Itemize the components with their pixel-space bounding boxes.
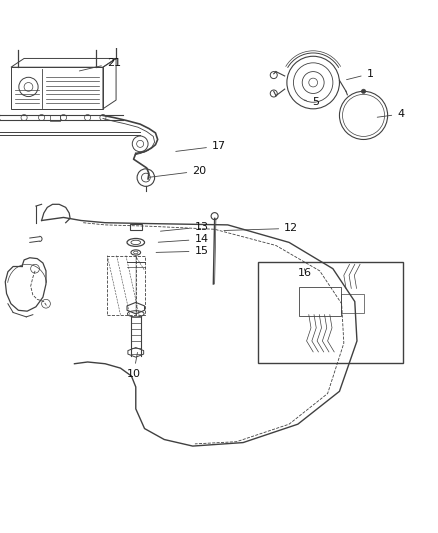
Text: 10: 10 <box>127 352 141 379</box>
Text: 13: 13 <box>160 222 208 232</box>
Text: 17: 17 <box>176 141 226 151</box>
Text: 4: 4 <box>377 109 404 119</box>
Text: 15: 15 <box>156 246 208 256</box>
Text: 14: 14 <box>158 235 208 244</box>
Circle shape <box>361 89 366 93</box>
Text: 12: 12 <box>224 223 298 233</box>
Text: 20: 20 <box>149 166 206 177</box>
Text: 5: 5 <box>304 97 319 107</box>
Text: 1: 1 <box>346 69 374 79</box>
Text: 16: 16 <box>297 268 311 278</box>
Text: 21: 21 <box>79 58 121 71</box>
